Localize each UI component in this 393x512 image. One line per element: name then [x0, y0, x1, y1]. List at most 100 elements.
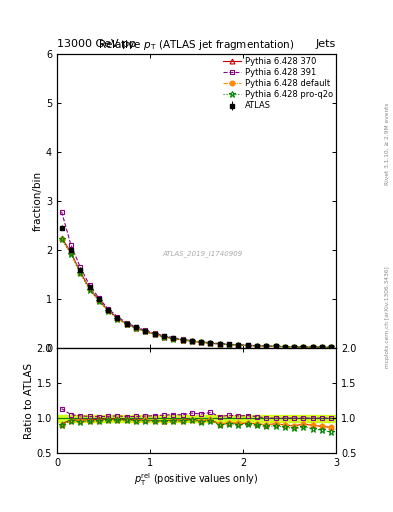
Pythia 6.428 default [264, 343, 269, 349]
Pythia 6.428 pro-q2o [255, 343, 259, 349]
Line: Pythia 6.428 pro-q2o: Pythia 6.428 pro-q2o [59, 236, 334, 351]
Pythia 6.428 391 [124, 320, 129, 326]
Pythia 6.428 370 [152, 331, 157, 337]
Pythia 6.428 default [78, 270, 83, 276]
Pythia 6.428 pro-q2o [320, 344, 325, 350]
Pythia 6.428 391 [208, 339, 213, 346]
Pythia 6.428 default [245, 343, 250, 349]
Pythia 6.428 default [68, 250, 73, 257]
Pythia 6.428 391 [320, 344, 325, 350]
Pythia 6.428 391 [283, 344, 287, 350]
Bar [57, 415, 336, 421]
Pythia 6.428 pro-q2o [208, 340, 213, 347]
Pythia 6.428 default [320, 344, 325, 350]
Pythia 6.428 pro-q2o [329, 345, 334, 351]
Pythia 6.428 370 [68, 249, 73, 255]
Pythia 6.428 default [283, 344, 287, 350]
Pythia 6.428 default [236, 342, 241, 348]
Pythia 6.428 pro-q2o [106, 308, 110, 314]
Pythia 6.428 pro-q2o [68, 251, 73, 257]
Pythia 6.428 pro-q2o [97, 298, 101, 304]
Pythia 6.428 pro-q2o [124, 321, 129, 327]
Title: Relative $p_{\mathrm{T}}$ (ATLAS jet fragmentation): Relative $p_{\mathrm{T}}$ (ATLAS jet fra… [98, 38, 295, 52]
Pythia 6.428 default [87, 286, 92, 292]
Pythia 6.428 370 [310, 344, 315, 350]
Pythia 6.428 pro-q2o [134, 325, 138, 331]
Pythia 6.428 370 [236, 342, 241, 348]
Pythia 6.428 391 [180, 336, 185, 343]
Pythia 6.428 391 [199, 339, 204, 345]
Pythia 6.428 370 [97, 297, 101, 303]
Pythia 6.428 370 [199, 339, 204, 346]
Text: Rivet 3.1.10, ≥ 2.9M events: Rivet 3.1.10, ≥ 2.9M events [385, 102, 389, 185]
Pythia 6.428 default [329, 344, 334, 350]
Pythia 6.428 370 [143, 328, 148, 334]
Pythia 6.428 default [106, 308, 110, 314]
Pythia 6.428 370 [255, 343, 259, 349]
Pythia 6.428 370 [245, 343, 250, 349]
Pythia 6.428 pro-q2o [180, 337, 185, 343]
Pythia 6.428 pro-q2o [59, 236, 64, 242]
Pythia 6.428 default [292, 344, 296, 350]
Pythia 6.428 default [199, 339, 204, 346]
Pythia 6.428 370 [189, 338, 194, 345]
Text: Jets: Jets [316, 38, 336, 49]
Pythia 6.428 default [310, 344, 315, 350]
Pythia 6.428 391 [273, 343, 278, 349]
Pythia 6.428 default [227, 342, 231, 348]
Pythia 6.428 default [143, 328, 148, 334]
Pythia 6.428 370 [106, 307, 110, 313]
Line: Pythia 6.428 default: Pythia 6.428 default [59, 237, 334, 350]
Pythia 6.428 370 [171, 335, 176, 342]
Pythia 6.428 default [152, 331, 157, 337]
Pythia 6.428 391 [217, 340, 222, 347]
Line: Pythia 6.428 391: Pythia 6.428 391 [59, 209, 334, 350]
Pythia 6.428 391 [301, 344, 306, 350]
Pythia 6.428 pro-q2o [152, 331, 157, 337]
Pythia 6.428 default [59, 236, 64, 242]
Pythia 6.428 pro-q2o [189, 338, 194, 345]
Pythia 6.428 default [124, 321, 129, 327]
Pythia 6.428 370 [217, 341, 222, 347]
Pythia 6.428 pro-q2o [301, 344, 306, 350]
Pythia 6.428 391 [255, 343, 259, 349]
Line: Pythia 6.428 370: Pythia 6.428 370 [59, 235, 334, 350]
Pythia 6.428 default [273, 344, 278, 350]
Pythia 6.428 370 [320, 344, 325, 350]
Pythia 6.428 391 [134, 324, 138, 330]
Pythia 6.428 default [301, 344, 306, 350]
Legend: Pythia 6.428 370, Pythia 6.428 391, Pythia 6.428 default, Pythia 6.428 pro-q2o, : Pythia 6.428 370, Pythia 6.428 391, Pyth… [221, 55, 334, 112]
Pythia 6.428 pro-q2o [264, 343, 269, 349]
X-axis label: $p_{\mathrm{T}}^{\mathrm{rel}}$ (positive values only): $p_{\mathrm{T}}^{\mathrm{rel}}$ (positiv… [134, 471, 259, 487]
Pythia 6.428 370 [329, 344, 334, 350]
Pythia 6.428 370 [134, 325, 138, 331]
Pythia 6.428 391 [310, 344, 315, 350]
Pythia 6.428 default [115, 315, 120, 322]
Pythia 6.428 pro-q2o [87, 287, 92, 293]
Pythia 6.428 391 [227, 341, 231, 347]
Pythia 6.428 391 [87, 282, 92, 288]
Pythia 6.428 default [162, 334, 166, 340]
Text: mcplots.cern.ch [arXiv:1306.3436]: mcplots.cern.ch [arXiv:1306.3436] [385, 267, 389, 368]
Pythia 6.428 391 [97, 295, 101, 301]
Pythia 6.428 391 [264, 343, 269, 349]
Pythia 6.428 391 [59, 208, 64, 215]
Pythia 6.428 pro-q2o [227, 342, 231, 348]
Pythia 6.428 default [255, 343, 259, 349]
Pythia 6.428 370 [124, 321, 129, 327]
Pythia 6.428 370 [292, 344, 296, 350]
Pythia 6.428 370 [208, 340, 213, 346]
Pythia 6.428 391 [329, 344, 334, 350]
Pythia 6.428 pro-q2o [115, 315, 120, 322]
Pythia 6.428 391 [143, 327, 148, 333]
Pythia 6.428 pro-q2o [245, 343, 250, 349]
Pythia 6.428 370 [283, 344, 287, 350]
Pythia 6.428 pro-q2o [292, 344, 296, 350]
Pythia 6.428 pro-q2o [162, 334, 166, 340]
Pythia 6.428 370 [162, 334, 166, 340]
Pythia 6.428 default [97, 298, 101, 304]
Y-axis label: fraction/bin: fraction/bin [33, 171, 43, 231]
Pythia 6.428 pro-q2o [78, 270, 83, 276]
Pythia 6.428 391 [115, 313, 120, 319]
Pythia 6.428 default [217, 341, 222, 347]
